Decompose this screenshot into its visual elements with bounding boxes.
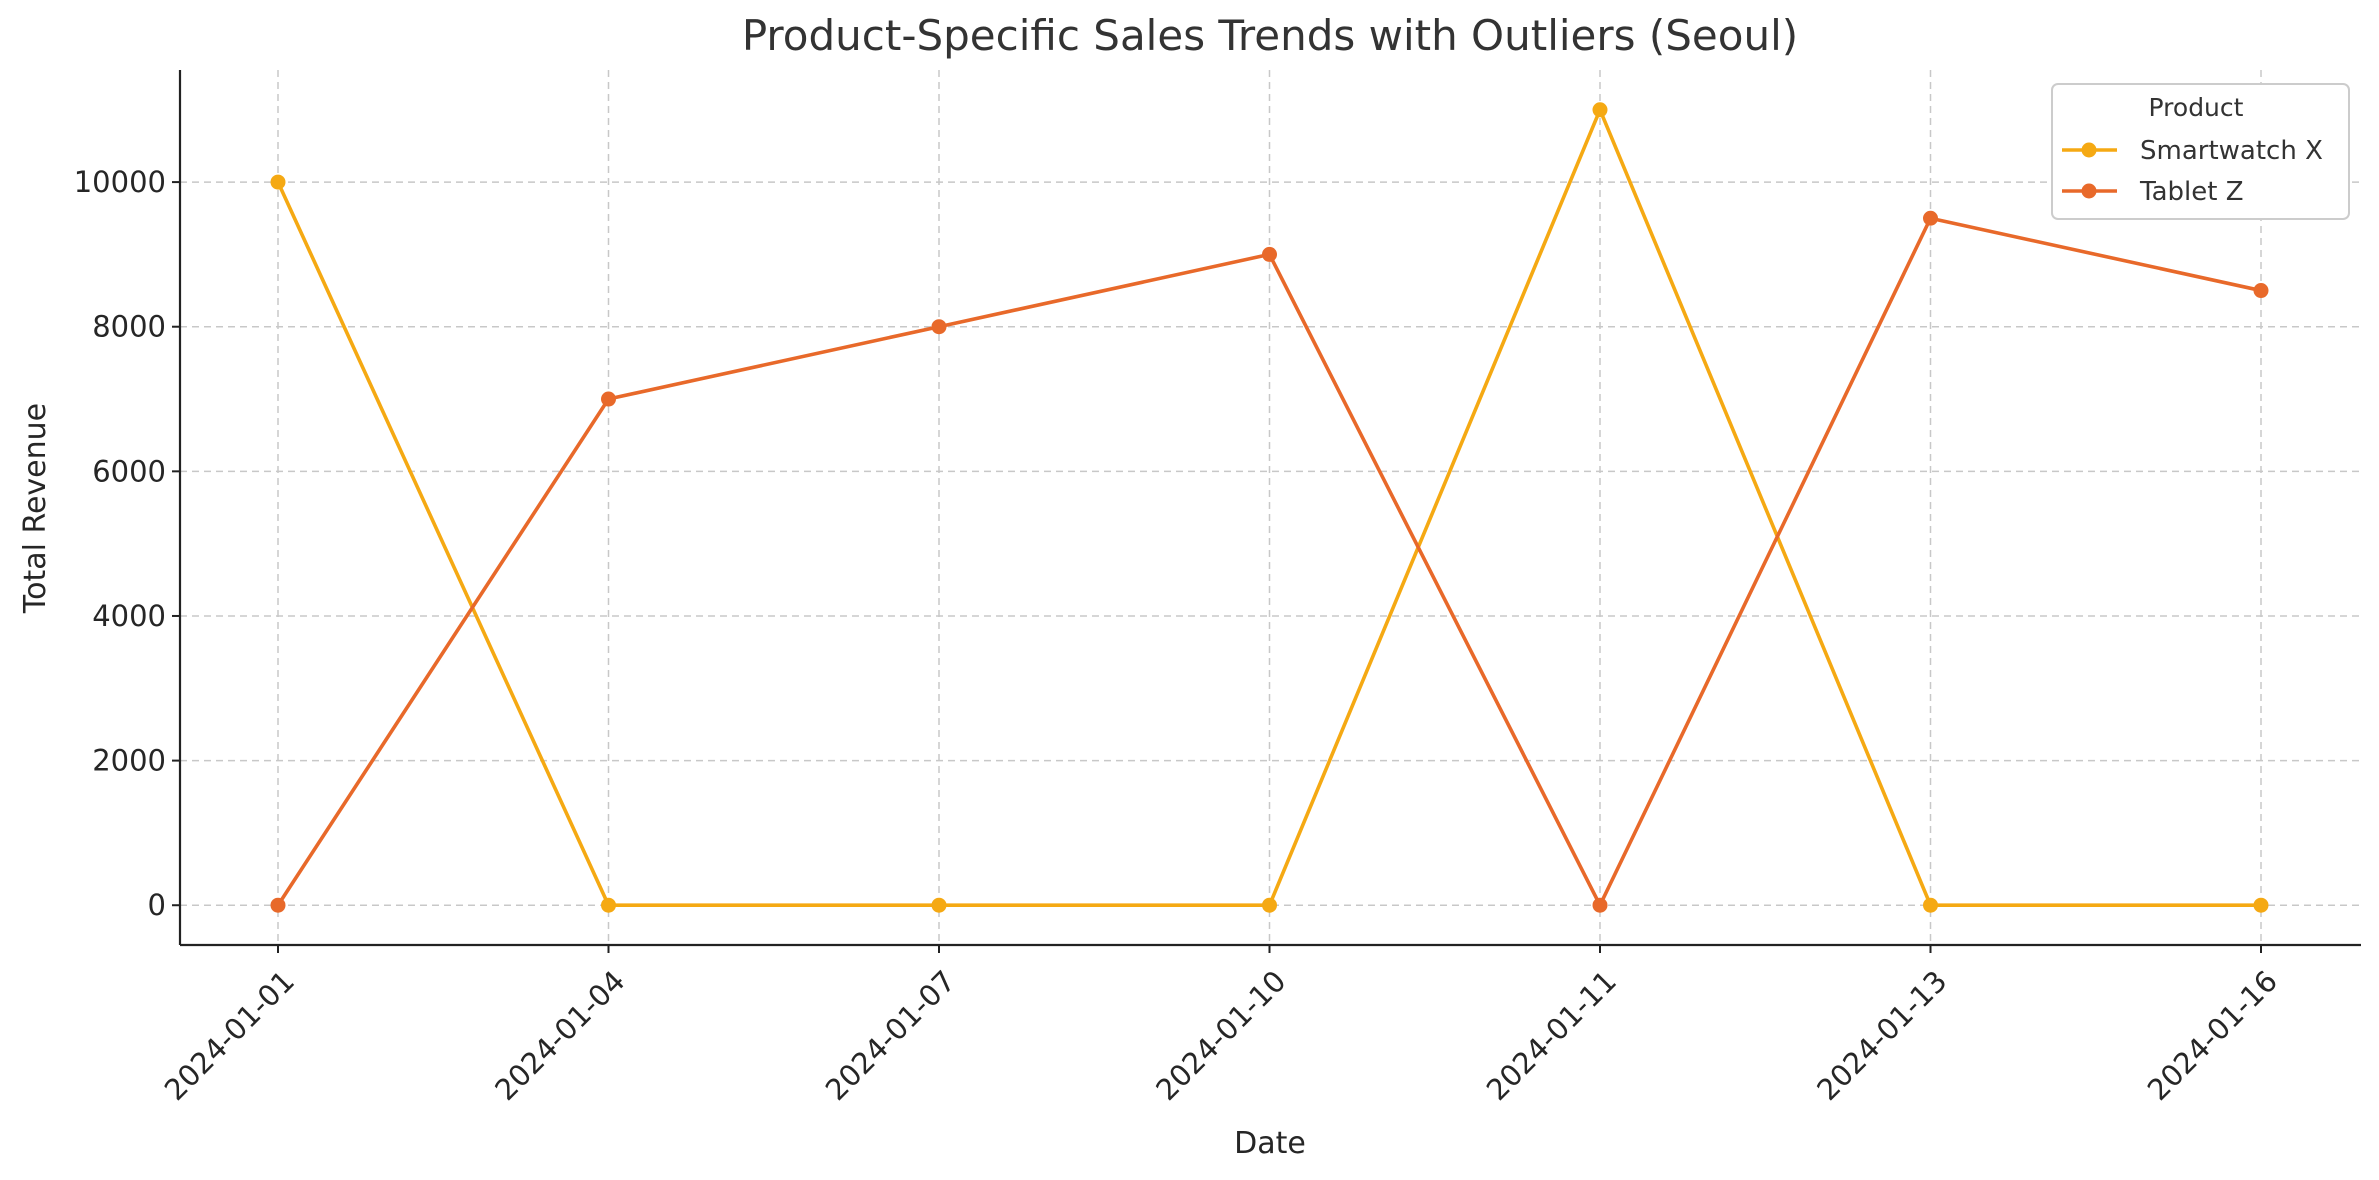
data-point xyxy=(1262,246,1277,262)
y-tick-label: 6000 xyxy=(92,454,166,488)
y-tick-label: 8000 xyxy=(92,310,166,344)
x-tick-label: 2024-01-10 xyxy=(1149,964,1292,1107)
data-point xyxy=(270,897,286,913)
x-axis-title: Date xyxy=(1234,1126,1306,1161)
data-point xyxy=(1592,102,1608,118)
legend: Product Smartwatch X Tablet Z xyxy=(2051,83,2350,220)
legend-swatch-marker xyxy=(2081,183,2097,199)
series xyxy=(270,102,2269,913)
legend-items: Smartwatch X Tablet Z xyxy=(2062,136,2323,207)
axes xyxy=(178,70,2361,947)
y-axis-title: Total Revenue xyxy=(18,403,53,614)
y-tick-label: 0 xyxy=(148,888,166,922)
data-point xyxy=(1923,210,1938,226)
legend-box xyxy=(2051,83,2350,220)
y-tick-label: 4000 xyxy=(92,599,166,633)
data-point xyxy=(1262,897,1277,913)
legend-label: Tablet Z xyxy=(2139,177,2244,207)
data-point xyxy=(2253,283,2269,299)
grid xyxy=(180,70,2361,945)
y-tick-label: 2000 xyxy=(92,744,166,778)
y-tick-label: 10000 xyxy=(74,165,166,199)
data-point xyxy=(931,897,947,913)
x-tick-label: 2024-01-11 xyxy=(1480,964,1623,1107)
data-point xyxy=(1592,897,1608,913)
data-point xyxy=(931,319,947,335)
x-ticks: 2024-01-01 2024-01-04 2024-01-07 2024-01-10… xyxy=(158,945,2284,1107)
data-point xyxy=(270,174,286,190)
chart-title: Product-Specific Sales Trends with Outli… xyxy=(742,11,1798,60)
legend-label: Smartwatch X xyxy=(2140,136,2323,166)
x-tick-label: 2024-01-16 xyxy=(2141,964,2284,1107)
x-tick-label: 2024-01-13 xyxy=(1810,964,1953,1107)
legend-swatch-marker xyxy=(2081,142,2097,158)
legend-title: Product xyxy=(2149,93,2244,122)
data-point xyxy=(601,897,616,913)
x-tick-label: 2024-01-04 xyxy=(488,964,631,1107)
y-ticks: 0 2000 4000 6000 8000 10000 xyxy=(74,165,180,922)
x-tick-label: 2024-01-07 xyxy=(819,964,962,1107)
x-tick-label: 2024-01-01 xyxy=(158,964,301,1107)
data-point xyxy=(601,391,616,407)
data-point xyxy=(2253,897,2269,913)
data-point xyxy=(1923,897,1938,913)
